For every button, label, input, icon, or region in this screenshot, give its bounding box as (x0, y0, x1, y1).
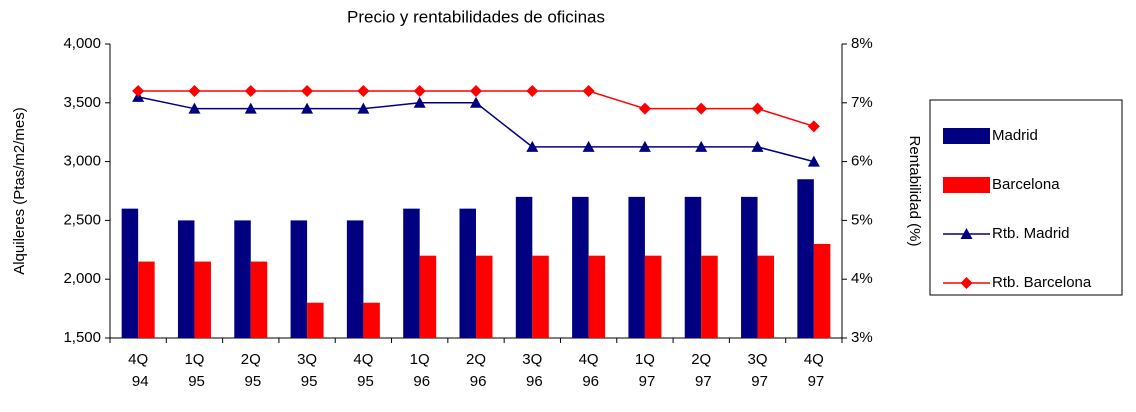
line-marker (695, 102, 708, 115)
bar (588, 255, 606, 338)
bar (290, 220, 308, 338)
line-marker (301, 102, 314, 114)
y-tick-label: 2,500 (63, 211, 101, 228)
y2-tick-label: 3% (851, 329, 873, 346)
bar (701, 255, 718, 338)
bar (121, 208, 139, 338)
x-tick-label: 2Q 97 (691, 351, 712, 390)
line-marker (132, 85, 145, 98)
line-marker (470, 96, 482, 108)
y-tick-label: 3,500 (63, 94, 101, 111)
line-marker (582, 140, 595, 152)
bar (403, 208, 420, 338)
y-tick-label: 3,000 (63, 153, 101, 170)
bar (644, 255, 662, 338)
y2-tick-label: 5% (851, 211, 873, 228)
legend-label: Rtb. Barcelona (992, 274, 1092, 291)
line-marker (357, 102, 370, 114)
bar (307, 302, 324, 338)
y2-tick-label: 8% (851, 35, 873, 52)
line-marker (526, 140, 539, 152)
line-marker (695, 140, 708, 152)
bar (532, 255, 549, 338)
line-marker (751, 140, 764, 152)
x-tick-label: 4Q 95 (353, 351, 374, 390)
bar (515, 196, 533, 338)
y-tick-label: 4,000 (63, 35, 101, 52)
legend-swatch (943, 128, 990, 144)
x-tick-label: 3Q 95 (297, 351, 318, 390)
x-tick-label: 1Q 96 (409, 351, 430, 390)
bar (363, 302, 380, 338)
line-marker (807, 120, 820, 133)
legend-label: Madrid (992, 127, 1038, 144)
y-axis-title: Alquileres (Ptas/m2/mes) (11, 107, 28, 275)
bar (476, 255, 493, 338)
y-tick-label: 1,500 (63, 329, 101, 346)
line-marker (638, 140, 651, 152)
bar (419, 255, 437, 338)
bar (628, 196, 645, 338)
y2-axis-title: Rentabilidad (%) (906, 136, 923, 247)
y2-tick-label: 7% (851, 94, 873, 111)
line-marker (244, 102, 257, 114)
bar (459, 208, 476, 338)
line-marker (413, 96, 426, 108)
x-tick-label: 3Q 96 (522, 351, 543, 390)
legend-label: Barcelona (992, 176, 1060, 193)
bar (234, 220, 251, 338)
bar (250, 261, 268, 338)
chart-title: Precio y rentabilidades de oficinas (347, 7, 605, 26)
y2-tick-label: 4% (851, 270, 873, 287)
bar (138, 261, 155, 338)
x-tick-label: 4Q 94 (128, 351, 149, 390)
line-marker (470, 85, 482, 98)
bar (813, 243, 831, 338)
bar (757, 255, 775, 338)
legend-label: Rtb. Madrid (992, 225, 1070, 242)
bar (346, 220, 364, 338)
x-tick-label: 4Q 96 (578, 351, 599, 390)
x-tick-label: 3Q 97 (747, 351, 768, 390)
line-marker (807, 155, 820, 167)
line-marker (526, 85, 539, 98)
bar (572, 196, 589, 338)
line-marker (960, 277, 973, 289)
line-marker (638, 102, 651, 115)
bar (194, 261, 211, 338)
line-marker (244, 85, 257, 98)
line-marker (188, 102, 201, 114)
x-tick-label: 2Q 96 (466, 351, 487, 390)
line-marker (357, 85, 370, 98)
line-marker (413, 85, 426, 98)
x-tick-label: 4Q 97 (803, 351, 824, 390)
line-marker (582, 85, 595, 98)
bar (684, 196, 702, 338)
bar (177, 220, 195, 338)
x-tick-label: 1Q 97 (634, 351, 655, 390)
line-marker (960, 228, 973, 239)
bar (741, 196, 758, 338)
legend-swatch (943, 177, 990, 193)
line-marker (188, 85, 201, 98)
line-marker (301, 85, 314, 98)
y2-tick-label: 6% (851, 153, 873, 170)
bar (797, 179, 814, 338)
x-tick-label: 1Q 95 (184, 351, 205, 390)
y-tick-label: 2,000 (63, 270, 101, 287)
line-marker (751, 102, 764, 115)
x-tick-label: 2Q 95 (240, 351, 261, 390)
